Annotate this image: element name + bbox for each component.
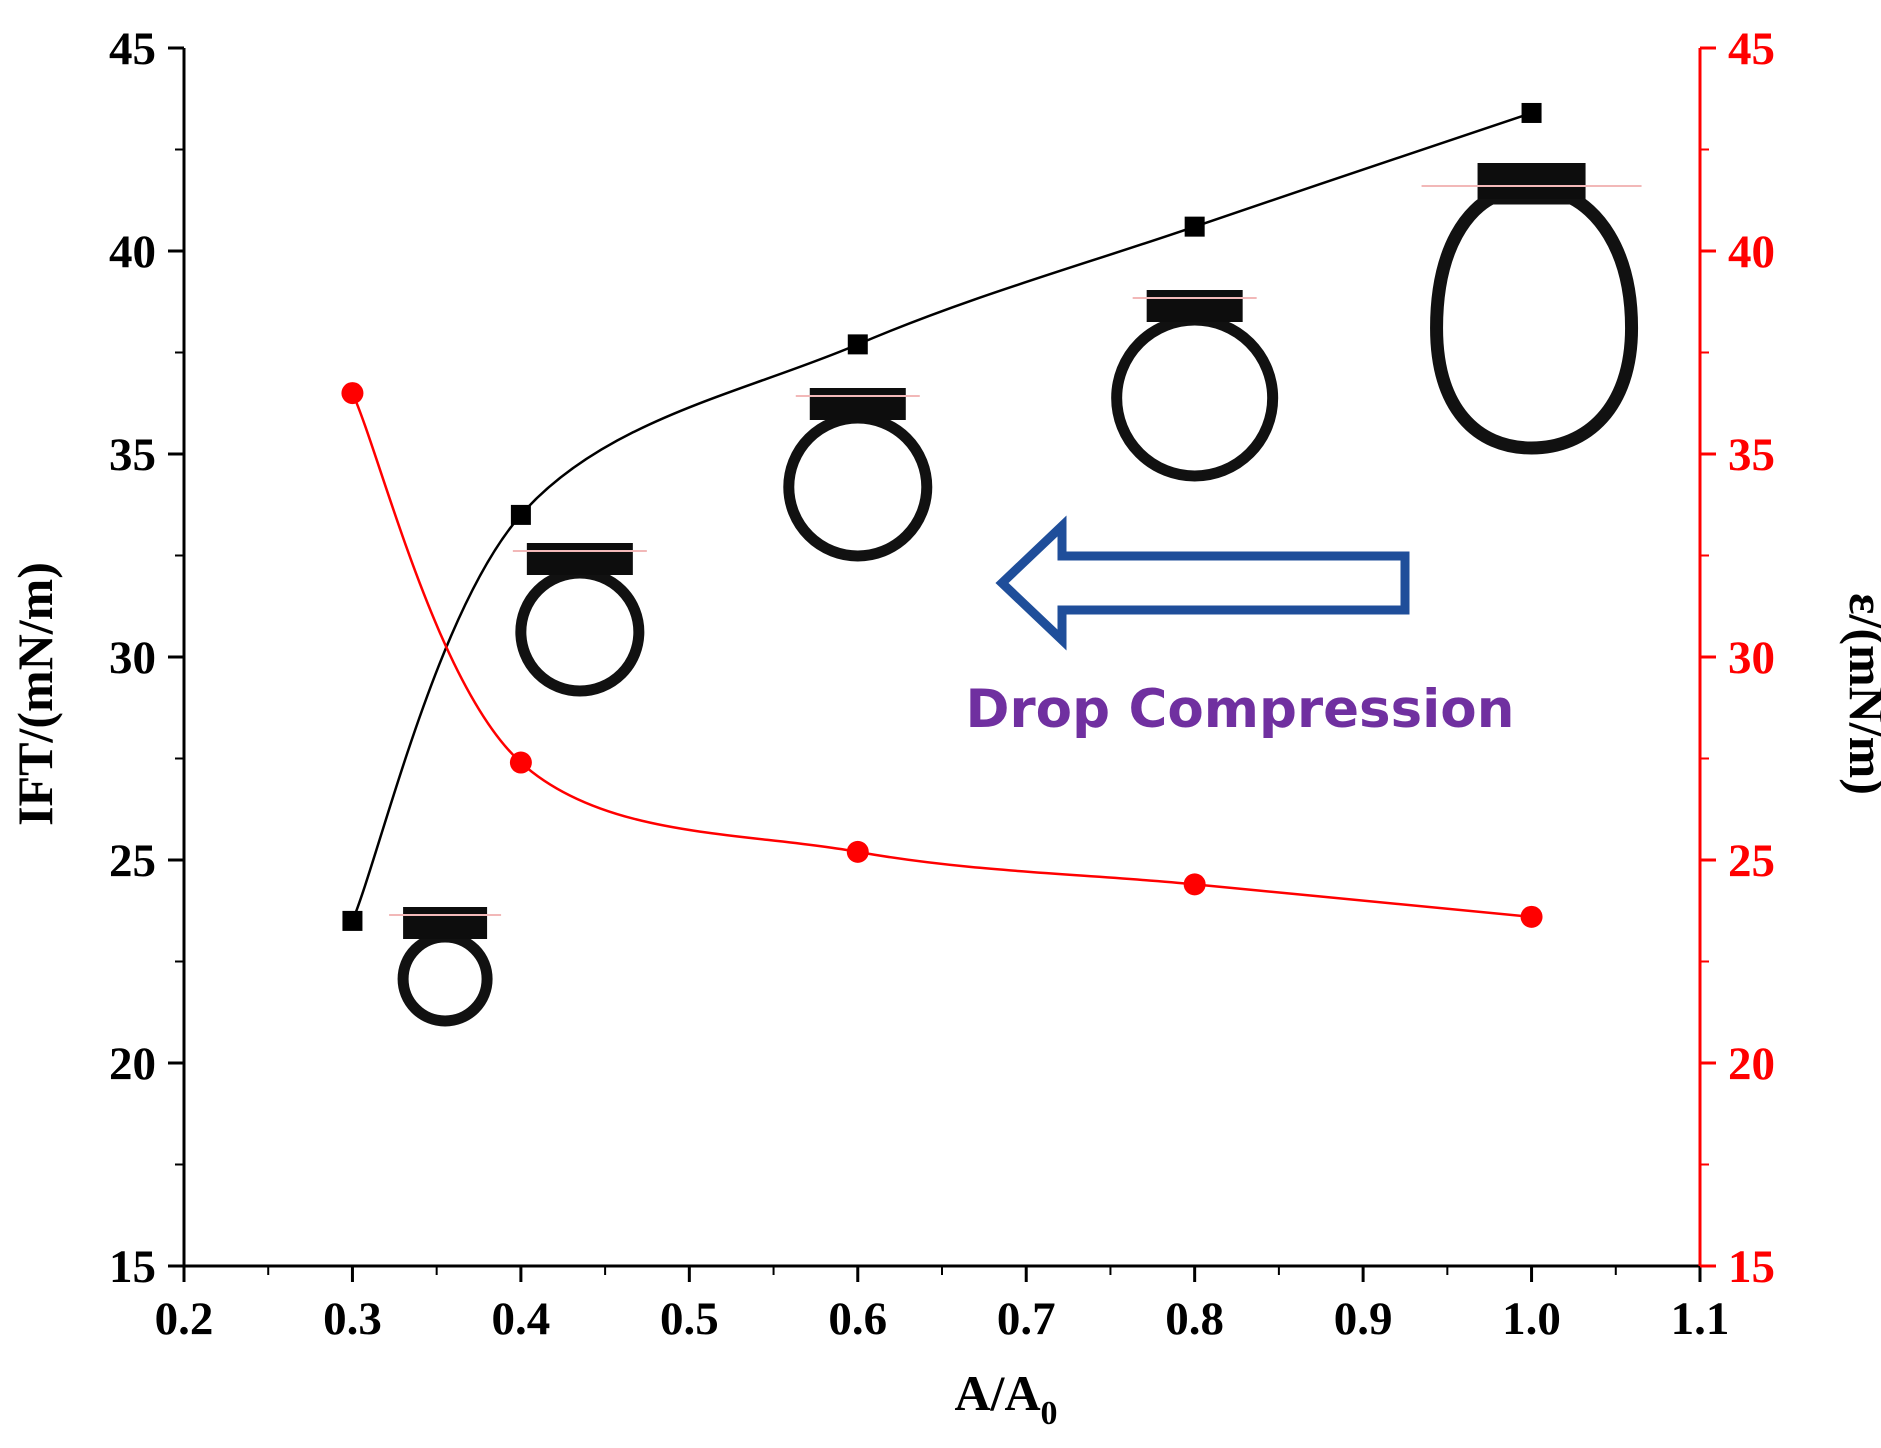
data-point-square [342, 910, 363, 931]
x-tick-label: 0.6 [828, 1293, 887, 1345]
x-tick-label: 0.3 [323, 1293, 382, 1345]
drop-outline [1430, 191, 1639, 455]
y-right-tick-label: 35 [1728, 429, 1775, 481]
y-left-tick-label: 20 [109, 1038, 156, 1090]
data-point-circle [341, 382, 364, 405]
x-axis-label-subscript: 0 [1041, 1395, 1058, 1432]
drop-images [389, 163, 1642, 1027]
y-left-tick-label: 15 [109, 1241, 156, 1293]
drop-outline [1111, 314, 1279, 482]
x-tick-label: 0.4 [492, 1293, 551, 1345]
needle-tip [526, 543, 633, 575]
x-tick-label: 1.1 [1671, 1293, 1730, 1345]
y-left-tick-label: 25 [109, 835, 156, 887]
y-left-tick-label: 30 [109, 632, 156, 684]
data-point-circle [509, 751, 532, 774]
data-point-circle [846, 840, 869, 863]
x-tick-label: 1.0 [1502, 1293, 1561, 1345]
needle-tip [809, 388, 906, 420]
series-epsilon [341, 382, 1543, 928]
x-tick-label: 0.9 [1334, 1293, 1393, 1345]
y-right-tick-label: 25 [1728, 835, 1775, 887]
compression-arrow [995, 515, 1410, 651]
drop-outline [397, 931, 493, 1027]
drop-image-2 [512, 543, 647, 697]
x-tick-label: 0.8 [1165, 1293, 1224, 1345]
data-point-circle [1183, 873, 1206, 896]
x-axis-label-main: A/A [954, 1365, 1040, 1421]
y-left-tick-label: 40 [109, 226, 156, 278]
drop-image-1 [389, 907, 502, 1027]
x-tick-label: 0.7 [997, 1293, 1056, 1345]
drop-image-3 [783, 388, 933, 562]
x-axis-label: A/A0 [954, 1365, 1057, 1432]
drop-outline [515, 567, 645, 697]
drop-compression-label: Drop Compression [966, 679, 1515, 740]
needle-tip [1146, 290, 1243, 322]
y-left-tick-label: 45 [109, 23, 156, 75]
annotation: Drop Compression [966, 515, 1515, 740]
y-right-tick-label: 45 [1728, 23, 1775, 75]
x-tick-label: 0.5 [660, 1293, 719, 1345]
y-right-tick-label: 30 [1728, 632, 1775, 684]
data-point-circle [1520, 905, 1543, 928]
drop-image-4 [1111, 290, 1279, 482]
data-point-square [1521, 102, 1542, 123]
y-left-tick-label: 35 [109, 429, 156, 481]
data-point-square [1184, 216, 1205, 237]
needle-tip [403, 907, 488, 939]
y-right-tick-label: 20 [1728, 1038, 1775, 1090]
y-right-tick-label: 40 [1728, 226, 1775, 278]
data-point-square [847, 334, 868, 355]
series [341, 102, 1543, 931]
needle-tip [1477, 163, 1586, 199]
series-line [351, 111, 1532, 922]
x-tick-label: 0.2 [155, 1293, 214, 1345]
series-ift [342, 102, 1542, 931]
y-axis-right-label: ε/(mN/m) [1839, 593, 1881, 795]
data-point-square [510, 504, 531, 525]
y-right-tick-label: 15 [1728, 1241, 1775, 1293]
drop-image-5 [1421, 163, 1642, 455]
drop-outline [783, 412, 933, 562]
y-axis-left-label: IFT/(mN/m) [7, 562, 63, 826]
